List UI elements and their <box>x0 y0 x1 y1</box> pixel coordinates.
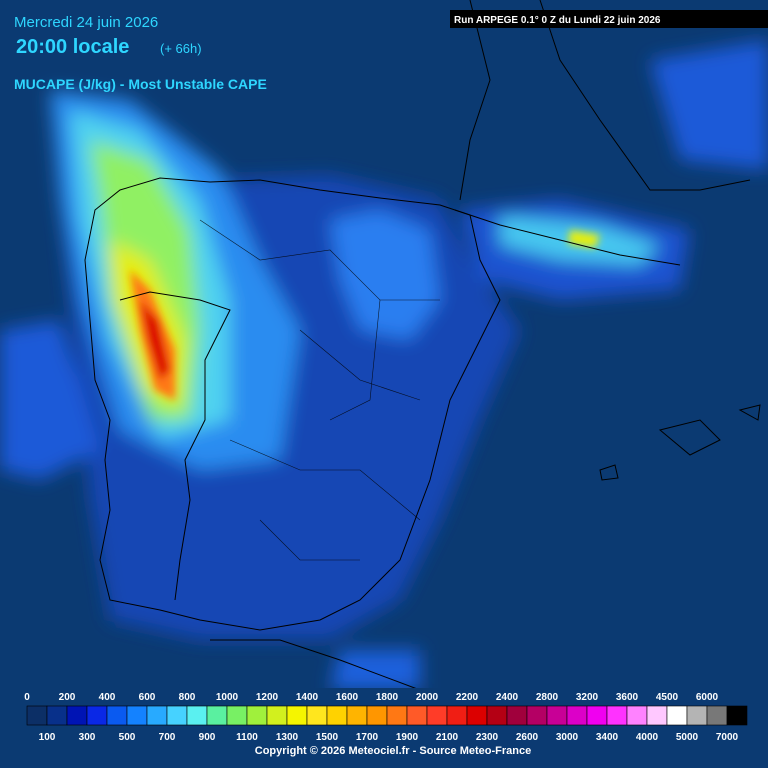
legend-cell <box>266 705 288 726</box>
run-label: Run ARPEGE 0.1° 0 Z du Lundi 22 juin 202… <box>454 15 661 26</box>
balearics <box>599 404 761 481</box>
legend-bottom-label: 1500 <box>316 732 339 743</box>
legend-bottom-label: 1700 <box>356 732 379 743</box>
legend-cell <box>186 705 208 726</box>
north-africa <box>210 639 421 691</box>
legend-cell <box>306 705 328 726</box>
legend-cell <box>546 705 568 726</box>
legend-bottom-label: 1900 <box>396 732 419 743</box>
legend-cell <box>226 705 248 726</box>
legend-cell <box>366 705 388 726</box>
legend-cell <box>706 705 728 726</box>
legend-cell <box>606 705 628 726</box>
legend-cell <box>346 705 368 726</box>
legend-cell <box>66 705 88 726</box>
legend-top-label: 1200 <box>256 692 279 703</box>
legend-top-label: 1800 <box>376 692 399 703</box>
legend-top-label: 800 <box>179 692 196 703</box>
regions <box>199 219 440 561</box>
legend-top-label: 3200 <box>576 692 599 703</box>
legend-cell <box>326 705 348 726</box>
legend-bottom-label: 900 <box>199 732 216 743</box>
border-france <box>459 0 751 201</box>
cape-core <box>130 230 600 400</box>
legend-top-label: 200 <box>59 692 76 703</box>
legend-bottom-label: 4000 <box>636 732 659 743</box>
legend-top-label: 1600 <box>336 692 359 703</box>
legend-bottom-label: 3000 <box>556 732 579 743</box>
legend-bottom-label: 100 <box>39 732 56 743</box>
run-box <box>450 10 768 28</box>
legend-top-label: 3600 <box>616 692 639 703</box>
legend-bottom-label: 2300 <box>476 732 499 743</box>
legend-cell <box>486 705 508 726</box>
date-label: Mercredi 24 juin 2026 <box>14 14 158 31</box>
legend-cell <box>26 705 48 726</box>
legend-bottom-label: 300 <box>79 732 96 743</box>
copyright: Copyright © 2026 Meteociel.fr - Source M… <box>255 745 531 757</box>
legend-top-label: 4500 <box>656 692 679 703</box>
legend-cell <box>386 705 408 726</box>
legend-bottom-label: 1100 <box>236 732 258 743</box>
legend-panel <box>0 688 768 768</box>
legend-cell <box>406 705 428 726</box>
legend-cell <box>666 705 688 726</box>
legend-bottom-label: 3400 <box>596 732 619 743</box>
legend-top-label: 0 <box>24 692 30 703</box>
legend-bottom-label: 5000 <box>676 732 699 743</box>
legend-cell <box>86 705 108 726</box>
borders <box>84 0 761 691</box>
legend-top-label: 6000 <box>696 692 719 703</box>
legend-top-label: 2200 <box>456 692 479 703</box>
lead-label: (+ 66h) <box>160 41 202 56</box>
legend-top-label: 400 <box>99 692 116 703</box>
legend-cell <box>646 705 668 726</box>
legend-cell <box>46 705 68 726</box>
legend-bottom-label: 7000 <box>716 732 739 743</box>
legend-cell <box>126 705 148 726</box>
legend-bottom-label: 500 <box>119 732 136 743</box>
legend-top-label: 1400 <box>296 692 319 703</box>
legend-top-label: 1000 <box>216 692 239 703</box>
legend-cell <box>586 705 608 726</box>
legend-cell <box>506 705 528 726</box>
legend-bottom-label: 1300 <box>276 732 299 743</box>
legend-top-label: 600 <box>139 692 156 703</box>
border-portugal <box>119 291 231 601</box>
legend-top-label: 2800 <box>536 692 559 703</box>
legend-cell <box>286 705 308 726</box>
coastline <box>84 177 501 631</box>
time-label: 20:00 locale <box>16 36 129 58</box>
parameter-label: MUCAPE (J/kg) - Most Unstable CAPE <box>14 76 267 92</box>
legend-cell <box>246 705 268 726</box>
legend-cell <box>466 705 488 726</box>
legend-cell <box>446 705 468 726</box>
legend-cell <box>726 705 748 726</box>
legend-cell <box>686 705 708 726</box>
border-pyrenees <box>454 209 681 266</box>
legend-cell <box>106 705 128 726</box>
legend-cell <box>566 705 588 726</box>
legend: 0 200 400 600 800 1000 1200 1400 1600 1800 2000 220… <box>24 692 748 743</box>
legend-cell <box>146 705 168 726</box>
legend-bottom-label: 2100 <box>436 732 459 743</box>
legend-cell <box>166 705 188 726</box>
legend-bottom-label: 700 <box>159 732 176 743</box>
legend-cell <box>526 705 548 726</box>
legend-cell <box>426 705 448 726</box>
legend-top-label: 2000 <box>416 692 439 703</box>
cape-field <box>0 40 768 690</box>
legend-cell <box>206 705 228 726</box>
legend-top-label: 2400 <box>496 692 519 703</box>
legend-bottom-label: 2600 <box>516 732 539 743</box>
legend-cell <box>626 705 648 726</box>
